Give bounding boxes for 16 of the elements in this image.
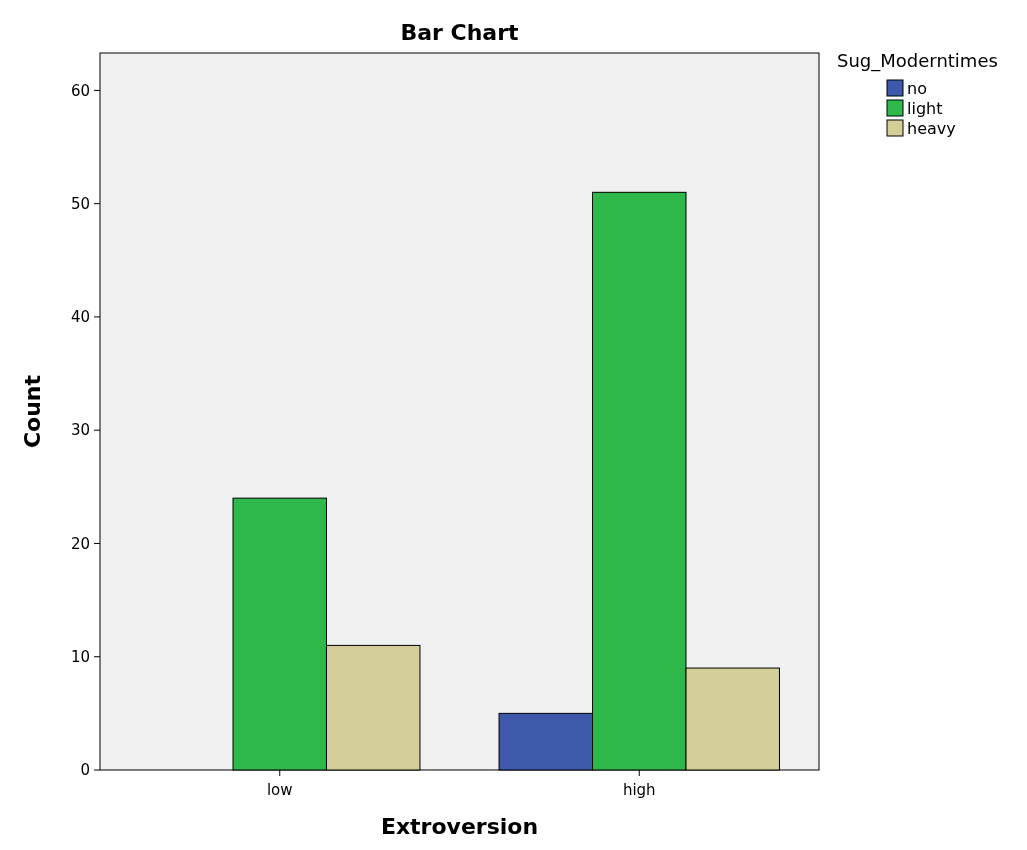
x-tick-label: high [622,781,656,799]
chart-title: Bar Chart [400,20,520,45]
y-tick-label: 60 [70,81,90,100]
y-tick-label: 30 [70,421,90,440]
y-tick-label: 50 [70,194,90,213]
legend-title: Sug_Moderntimes [837,50,998,72]
legend-label: no [907,78,927,98]
y-axis-title: Count [20,374,45,449]
legend-label: light [907,98,943,118]
y-tick-label: 20 [70,534,90,553]
y-tick-label: 0 [80,761,90,780]
x-axis-title: Extroversion [380,814,539,839]
legend-label: heavy [907,118,956,138]
y-tick-label: 10 [70,647,90,666]
y-tick-label: 40 [70,308,90,327]
x-tick-label: low [266,781,293,799]
